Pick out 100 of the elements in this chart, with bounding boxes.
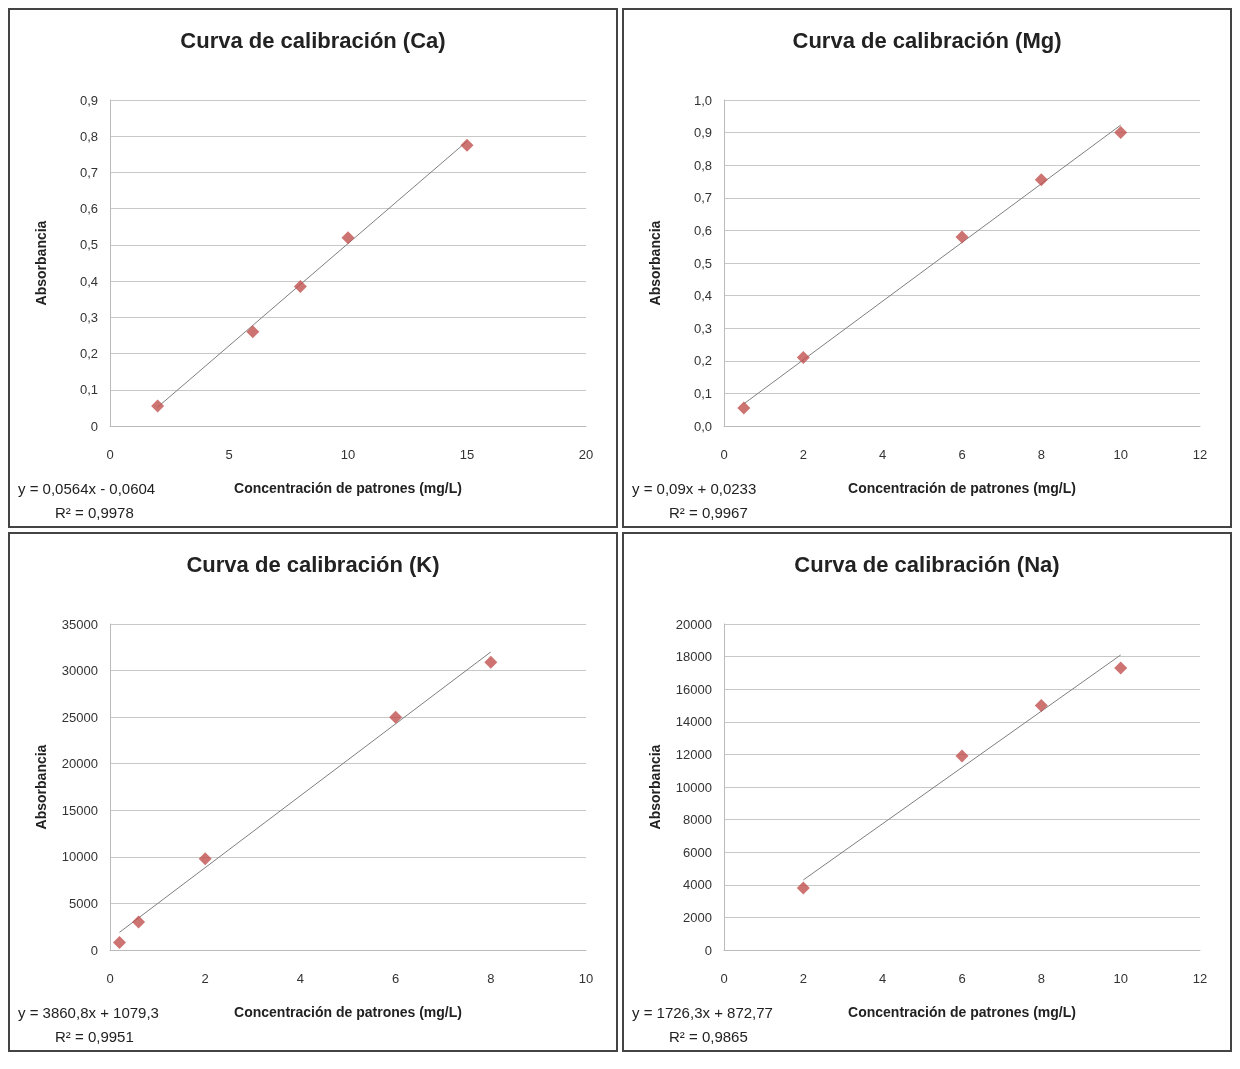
point xyxy=(1034,173,1048,187)
y-tick-label: 1,0 xyxy=(693,92,712,108)
x-tick-label: 0 xyxy=(720,971,728,986)
y-tick-label: 0,1 xyxy=(693,385,712,401)
chart-title: Curva de calibración (Ca) xyxy=(180,27,446,53)
x-tick-label: 12 xyxy=(1192,447,1208,462)
point xyxy=(341,231,355,245)
x-tick-label: 10 xyxy=(1113,447,1128,462)
y-tick-label: 6000 xyxy=(683,844,712,860)
y-tick-label: 35000 xyxy=(61,616,98,632)
text: y = 0,09x + 0,0233 xyxy=(632,480,757,497)
y-tick-label: 0 xyxy=(90,942,98,958)
y-tick-label: 0,2 xyxy=(79,346,98,362)
y-tick-label: 14000 xyxy=(675,714,712,730)
text: R² = 0,9978 xyxy=(55,504,134,521)
y-tick-label: 20000 xyxy=(61,756,98,772)
point xyxy=(796,881,810,895)
y-tick-label: 15000 xyxy=(61,802,98,818)
y-tick-label: 0,6 xyxy=(79,201,98,217)
point xyxy=(198,852,212,866)
y-tick-label: 16000 xyxy=(675,681,712,697)
x-tick-label: 4 xyxy=(879,971,887,986)
y-tick-label: 25000 xyxy=(61,709,98,725)
y-tick-label: 10000 xyxy=(675,779,712,795)
y-tick-label: 0,7 xyxy=(693,190,712,206)
y-tick-label: 0 xyxy=(704,942,712,958)
x-tick-label: 0 xyxy=(106,447,114,462)
y-tick-label: 0,8 xyxy=(79,128,98,144)
y-tick-label: 0,4 xyxy=(79,273,98,289)
point xyxy=(1034,699,1048,712)
chart-title: Curva de calibración (Mg) xyxy=(792,27,1062,53)
x-tick-label: 4 xyxy=(879,447,887,462)
x-tick-label: 4 xyxy=(296,971,305,986)
y-tick-label: 0,9 xyxy=(693,125,712,141)
x-axis-title: Concentración de patrones (mg/L) xyxy=(234,480,462,496)
point xyxy=(132,915,146,929)
text: R² = 0,9865 xyxy=(669,1028,748,1045)
y-tick-label: 0,5 xyxy=(79,237,98,253)
x-tick-label: 10 xyxy=(340,447,356,462)
y-tick-label: 0,1 xyxy=(79,382,98,398)
y-tick-label: 0,8 xyxy=(693,157,712,173)
text: y = 1726,3x + 872,77 xyxy=(632,1004,773,1021)
chart-title: Curva de calibración (K) xyxy=(186,551,440,577)
x-tick-label: 20 xyxy=(578,447,594,462)
y-axis-title: Absorbancia xyxy=(33,220,49,306)
point xyxy=(460,138,474,152)
point xyxy=(1114,661,1128,675)
x-tick-label: 6 xyxy=(391,971,400,986)
x-tick-label: 0 xyxy=(720,447,728,462)
x-tick-label: 10 xyxy=(578,971,594,986)
point xyxy=(113,936,127,950)
y-tick-label: 4000 xyxy=(683,877,712,893)
y-tick-label: 12000 xyxy=(675,746,712,762)
y-tick-label: 2000 xyxy=(683,909,712,925)
y-axis-title: Absorbancia xyxy=(647,220,663,306)
x-tick-label: 12 xyxy=(1192,971,1208,986)
y-tick-label: 0,4 xyxy=(693,288,712,304)
point xyxy=(293,280,307,294)
point xyxy=(389,710,403,724)
x-tick-label: 15 xyxy=(459,447,475,462)
point xyxy=(796,351,810,365)
y-tick-label: 30000 xyxy=(61,663,98,679)
y-axis-title: Absorbancia xyxy=(647,744,663,830)
chart-title: Curva de calibración (Na) xyxy=(794,551,1060,577)
text: y = 3860,8x + 1079,3 xyxy=(18,1004,159,1021)
point xyxy=(737,401,751,415)
point xyxy=(955,749,969,763)
x-tick-label: 8 xyxy=(487,971,495,986)
y-tick-label: 10000 xyxy=(61,849,98,865)
x-tick-label: 8 xyxy=(1037,447,1045,462)
x-tick-label: 0 xyxy=(106,971,114,986)
y-tick-label: 20000 xyxy=(675,616,712,632)
point xyxy=(955,230,969,244)
y-tick-label: 0,9 xyxy=(79,92,98,108)
y-tick-label: 0,7 xyxy=(79,164,98,180)
text: y = 0,0564x - 0,0604 xyxy=(18,480,156,497)
x-axis-title: Concentración de patrones (mg/L) xyxy=(848,480,1076,496)
x-tick-label: 2 xyxy=(799,447,807,462)
y-axis-title: Absorbancia xyxy=(33,744,49,830)
text: R² = 0,9951 xyxy=(55,1028,134,1045)
point xyxy=(484,655,498,669)
y-tick-label: 0,6 xyxy=(693,222,712,238)
x-axis-title: Concentración de patrones (mg/L) xyxy=(848,1004,1076,1020)
x-axis-title: Concentración de patrones (mg/L) xyxy=(234,1004,462,1020)
y-tick-label: 0,0 xyxy=(693,418,712,434)
y-tick-label: 0,3 xyxy=(79,309,98,325)
point xyxy=(151,399,165,413)
y-tick-label: 5000 xyxy=(69,895,98,911)
point xyxy=(1114,126,1128,140)
x-tick-label: 6 xyxy=(958,447,966,462)
x-tick-label: 5 xyxy=(225,447,233,462)
y-tick-label: 0,5 xyxy=(693,255,712,271)
y-tick-label: 0,3 xyxy=(693,320,712,336)
x-tick-label: 8 xyxy=(1037,971,1045,986)
x-tick-label: 10 xyxy=(1113,971,1128,986)
text: R² = 0,9967 xyxy=(669,504,748,521)
y-tick-label: 0 xyxy=(90,418,98,434)
x-tick-label: 2 xyxy=(201,971,209,986)
y-tick-label: 0,2 xyxy=(693,353,712,369)
y-tick-label: 18000 xyxy=(675,649,712,665)
